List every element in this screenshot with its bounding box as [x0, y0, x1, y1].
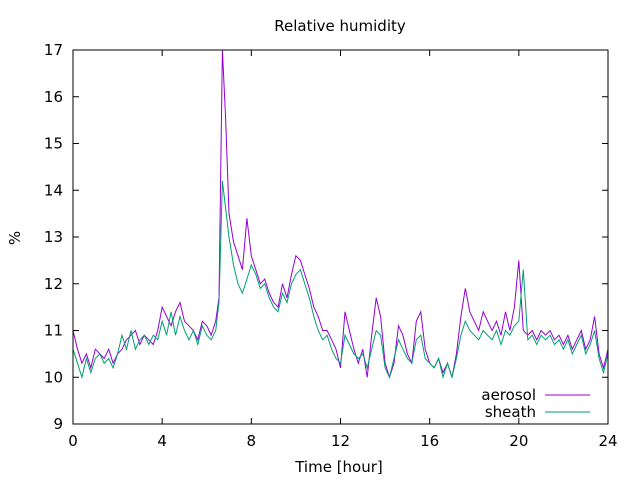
y-tick-label: 14 [44, 181, 63, 199]
y-axis-label: % [6, 231, 24, 245]
y-tick-label: 17 [44, 41, 63, 59]
axis-ticks: 0 4 8 12 16 20 24 9 10 11 12 13 14 15 16 17 [44, 41, 618, 450]
plot-frame [72, 49, 609, 425]
legend-label-sheath: sheath [485, 403, 536, 421]
x-tick-label: 8 [247, 432, 257, 450]
y-tick-label: 10 [44, 368, 63, 386]
y-tick-label: 12 [44, 275, 63, 293]
series-layer [72, 49, 609, 380]
y-tick-label: 16 [44, 88, 63, 106]
x-tick-label: 4 [157, 432, 167, 450]
legend-label-aerosol: aerosol [481, 386, 536, 404]
x-tick-label: 16 [420, 432, 439, 450]
y-tick-label: 9 [53, 415, 63, 433]
x-axis-label: Time [hour] [294, 458, 383, 476]
aerosol-series-line [72, 49, 609, 379]
sheath-series-line [72, 180, 609, 380]
y-tick-label: 13 [44, 228, 63, 246]
x-tick-label: 20 [509, 432, 528, 450]
x-tick-label: 24 [598, 432, 617, 450]
y-tick-label: 11 [44, 322, 63, 340]
chart-title: Relative humidity [274, 17, 406, 35]
y-tick-label: 15 [44, 135, 63, 153]
x-tick-label: 0 [68, 432, 78, 450]
x-tick-label: 12 [331, 432, 350, 450]
